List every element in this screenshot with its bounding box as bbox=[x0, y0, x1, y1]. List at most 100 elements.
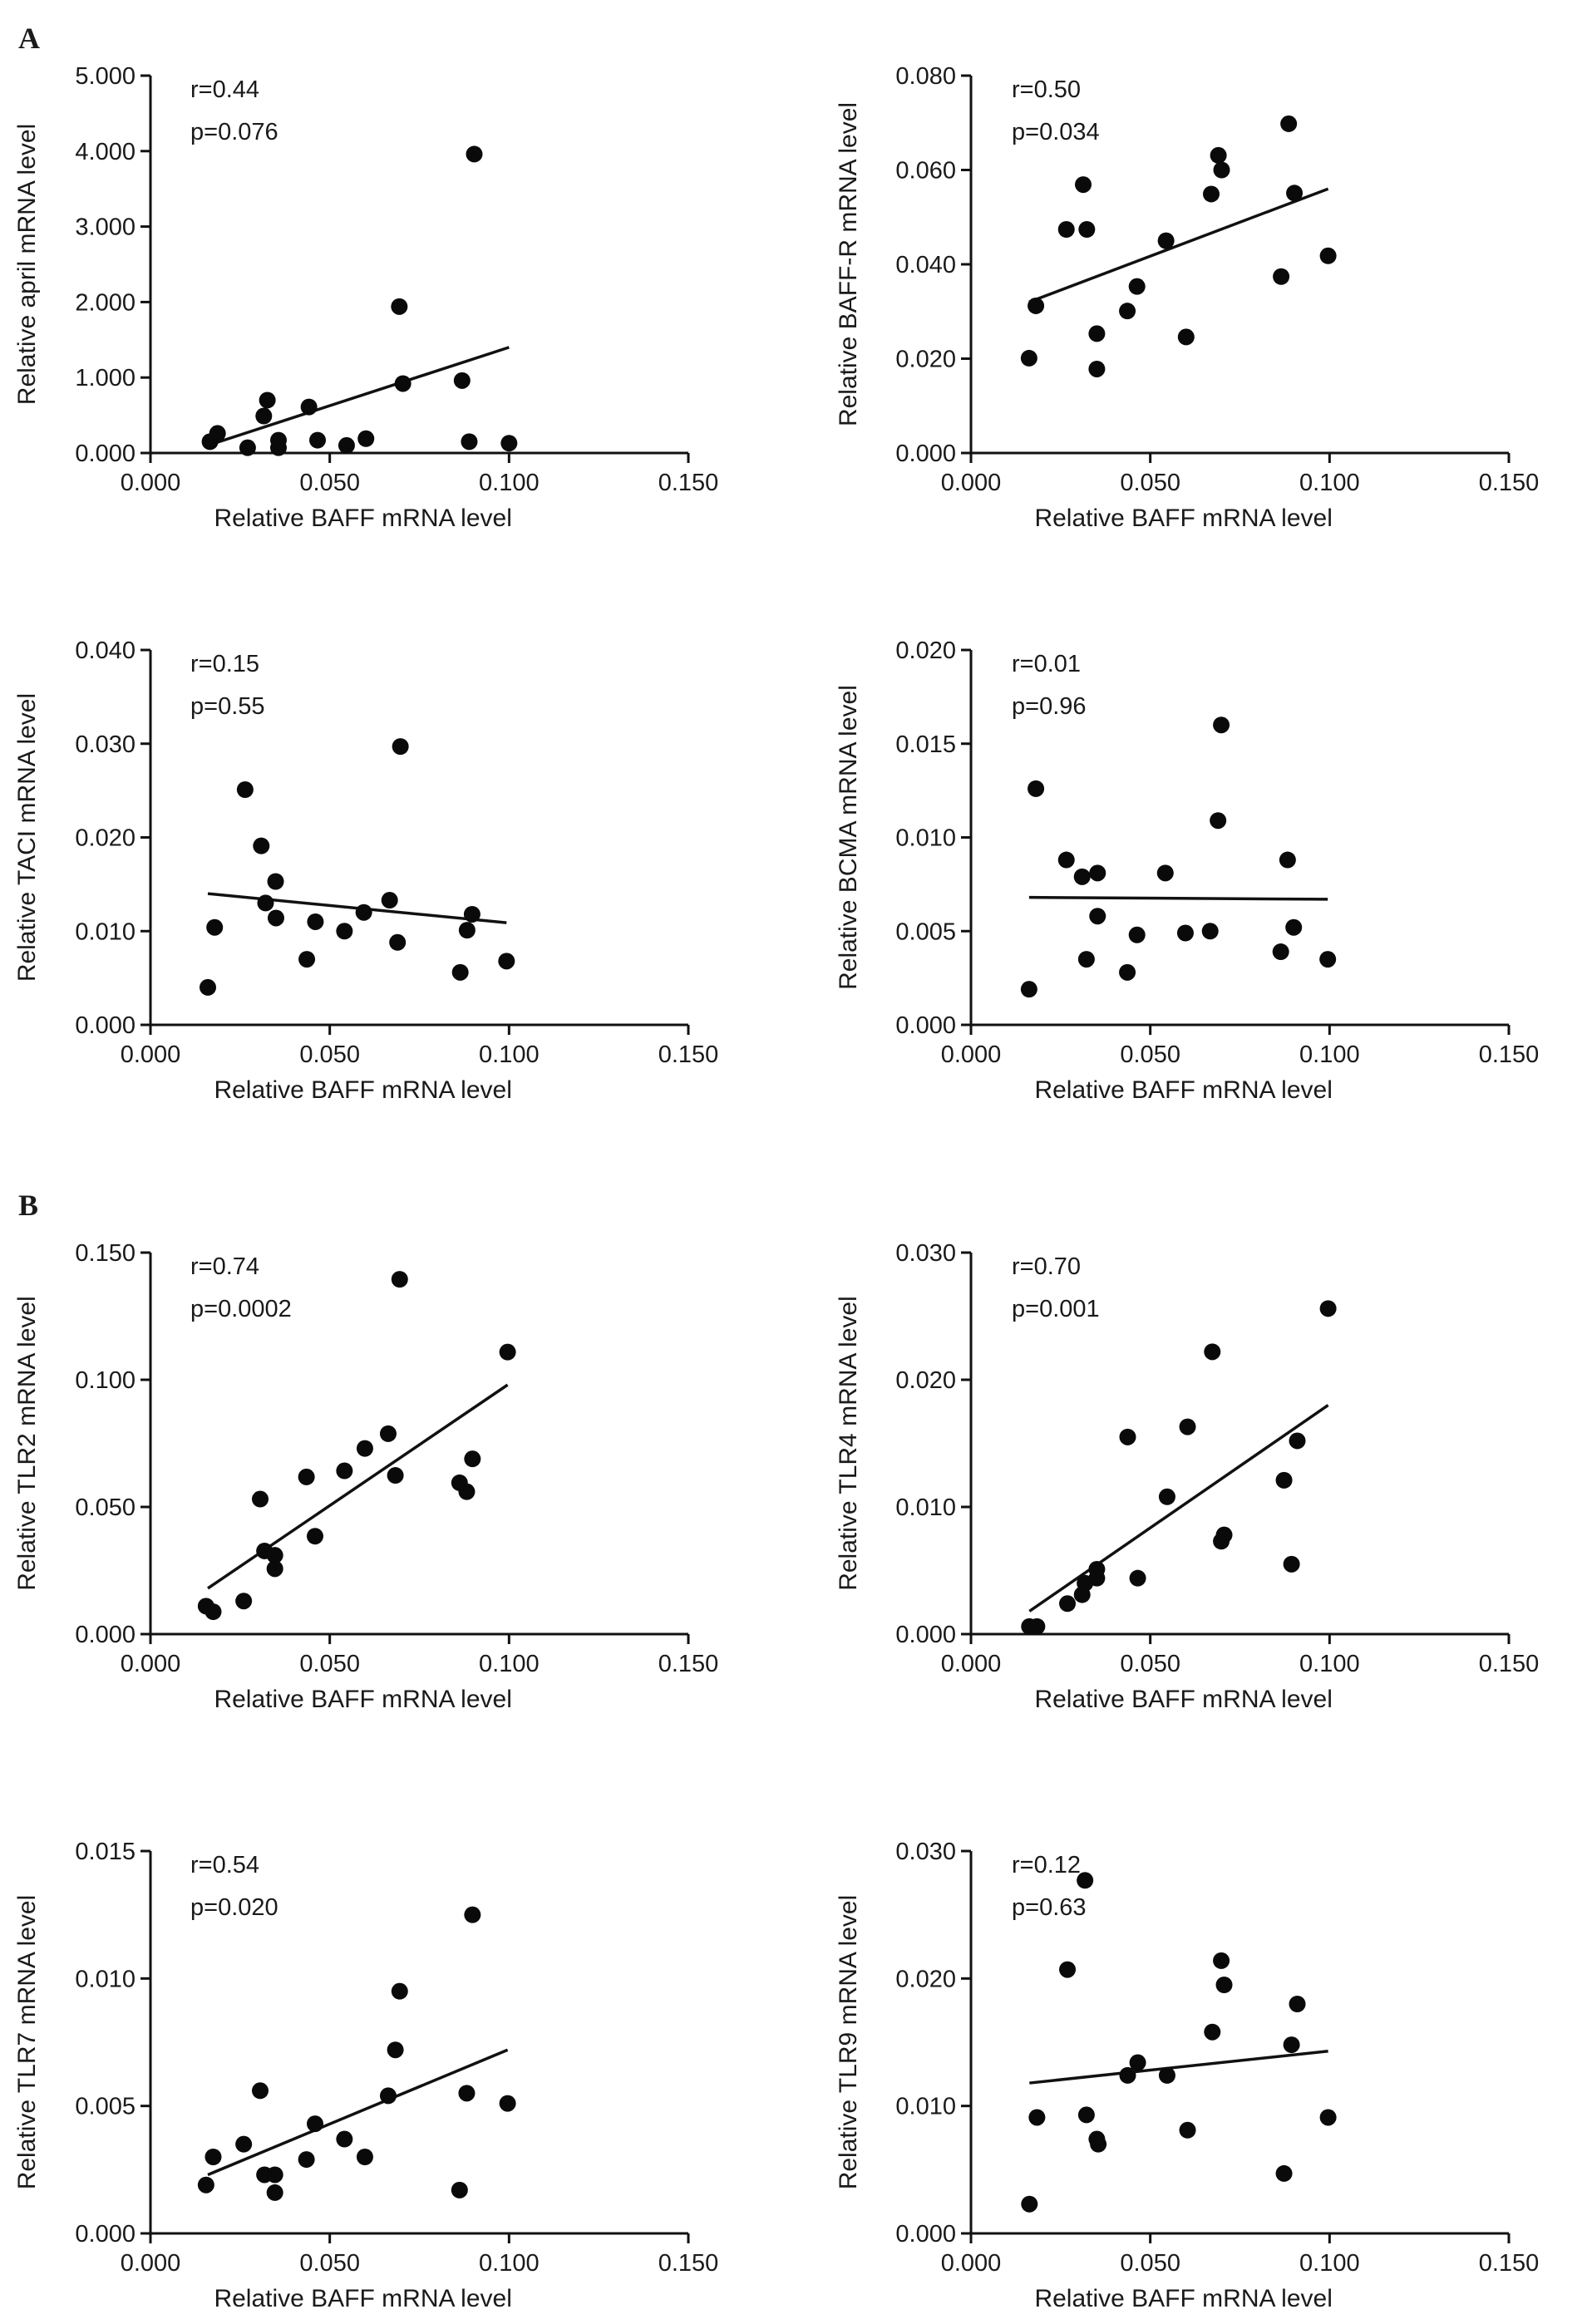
data-point bbox=[1119, 2066, 1136, 2084]
data-point bbox=[1283, 2036, 1300, 2054]
data-point bbox=[200, 978, 217, 996]
x-tick-label: 0.100 bbox=[479, 2250, 540, 2277]
y-tick-label: 0.030 bbox=[75, 731, 136, 758]
p-value: p=0.63 bbox=[1012, 1894, 1087, 1921]
r-value: r=0.44 bbox=[190, 76, 259, 103]
scatter-panel-6: 0.000 0.050 0.100 0.150 0.000 0.010 0.020 0.030… bbox=[835, 1240, 1539, 1713]
data-point bbox=[255, 407, 273, 425]
data-point bbox=[1073, 868, 1091, 885]
x-tick-label: 0.100 bbox=[1299, 470, 1360, 496]
data-point bbox=[1176, 924, 1194, 942]
data-point bbox=[499, 1343, 516, 1361]
data-point bbox=[463, 905, 481, 923]
data-point bbox=[1128, 278, 1146, 295]
data-point bbox=[267, 909, 284, 927]
data-point bbox=[1119, 1428, 1136, 1445]
data-point bbox=[1179, 1418, 1196, 1435]
data-point bbox=[257, 894, 274, 912]
data-point bbox=[389, 933, 407, 951]
data-point bbox=[269, 439, 287, 456]
data-point bbox=[1158, 2066, 1175, 2084]
data-point bbox=[1077, 2106, 1095, 2124]
data-point bbox=[498, 953, 515, 970]
data-point bbox=[1286, 185, 1304, 202]
r-value: r=0.74 bbox=[190, 1253, 259, 1280]
data-point bbox=[306, 1528, 323, 1545]
data-point bbox=[394, 375, 412, 392]
y-tick-label: 0.020 bbox=[895, 638, 956, 664]
data-point bbox=[1021, 2195, 1038, 2213]
y-axis-title: Relative TACI mRNA level bbox=[13, 693, 41, 982]
data-point bbox=[1156, 864, 1174, 882]
data-point bbox=[1088, 1569, 1106, 1587]
y-axis-title: Relative TLR2 mRNA level bbox=[13, 1296, 41, 1591]
x-axis-title: Relative BAFF mRNA level bbox=[1034, 505, 1332, 532]
x-tick-label: 0.100 bbox=[1299, 1651, 1360, 1677]
data-point bbox=[251, 2082, 269, 2100]
r-value: r=0.70 bbox=[1012, 1253, 1081, 1280]
y-tick-label: 1.000 bbox=[75, 365, 136, 391]
data-point bbox=[1057, 851, 1075, 869]
data-point bbox=[1177, 328, 1195, 346]
y-tick-label: 0.000 bbox=[895, 1012, 956, 1039]
data-point bbox=[1077, 1872, 1094, 1889]
x-tick-label: 0.050 bbox=[1120, 2250, 1180, 2277]
x-tick-label: 0.050 bbox=[1120, 1651, 1180, 1677]
x-tick-label: 0.150 bbox=[658, 1041, 719, 1068]
y-tick-label: 2.000 bbox=[75, 289, 136, 316]
data-point bbox=[1028, 2109, 1046, 2126]
data-point bbox=[267, 873, 284, 890]
data-point bbox=[1289, 1996, 1306, 2012]
data-point bbox=[266, 1547, 283, 1564]
data-point bbox=[458, 2085, 476, 2102]
regression-line bbox=[1028, 1404, 1329, 1613]
scatter-panel-2: 0.000 0.050 0.100 0.150 0.000 0.020 0.040 0.060… bbox=[835, 63, 1539, 532]
data-point bbox=[298, 951, 316, 968]
x-tick-label: 0.150 bbox=[1479, 1041, 1540, 1068]
data-point bbox=[1215, 1526, 1233, 1544]
y-tick-label: 0.020 bbox=[75, 825, 136, 852]
data-point bbox=[1213, 1952, 1230, 1969]
x-axis-title: Relative BAFF mRNA level bbox=[1034, 1076, 1332, 1104]
x-axis-title: Relative BAFF mRNA level bbox=[214, 505, 511, 532]
data-point bbox=[338, 436, 355, 454]
data-point bbox=[1319, 951, 1337, 968]
x-tick-label: 0.000 bbox=[941, 1041, 1002, 1068]
x-tick-label: 0.100 bbox=[479, 470, 540, 496]
x-tick-label: 0.050 bbox=[1120, 470, 1180, 496]
y-tick-label: 3.000 bbox=[75, 214, 136, 241]
x-axis-title: Relative BAFF mRNA level bbox=[214, 1686, 511, 1713]
data-point bbox=[391, 1271, 408, 1288]
data-point bbox=[379, 2087, 397, 2105]
x-tick-label: 0.150 bbox=[658, 470, 719, 496]
y-tick-label: 0.015 bbox=[895, 731, 956, 758]
data-point bbox=[1215, 1977, 1233, 1993]
y-tick-label: 0.000 bbox=[75, 441, 136, 467]
data-point bbox=[379, 1425, 397, 1442]
data-point bbox=[1077, 951, 1095, 968]
data-point bbox=[392, 738, 409, 756]
data-point bbox=[356, 1440, 373, 1457]
data-point bbox=[1279, 851, 1296, 869]
y-tick-label: 0.040 bbox=[895, 252, 956, 278]
data-point bbox=[1089, 908, 1106, 925]
y-tick-label: 0.000 bbox=[895, 2221, 956, 2248]
y-axis-title: Relative TLR4 mRNA level bbox=[835, 1296, 862, 1591]
y-tick-label: 0.000 bbox=[75, 2221, 136, 2248]
data-point bbox=[1020, 981, 1037, 998]
data-point bbox=[458, 1483, 476, 1500]
y-tick-label: 0.000 bbox=[895, 441, 956, 467]
x-tick-label: 0.000 bbox=[121, 470, 181, 496]
y-tick-label: 0.010 bbox=[75, 1966, 136, 1992]
data-point bbox=[458, 922, 476, 939]
y-tick-label: 0.010 bbox=[895, 2094, 956, 2120]
x-tick-label: 0.150 bbox=[1479, 1651, 1540, 1677]
data-point bbox=[1319, 247, 1337, 264]
data-point bbox=[387, 1467, 404, 1485]
data-point bbox=[499, 2095, 516, 2112]
data-point bbox=[1028, 297, 1045, 314]
data-point bbox=[235, 2135, 253, 2153]
y-tick-label: 0.000 bbox=[75, 1012, 136, 1039]
panel-label-a: A bbox=[18, 22, 40, 55]
